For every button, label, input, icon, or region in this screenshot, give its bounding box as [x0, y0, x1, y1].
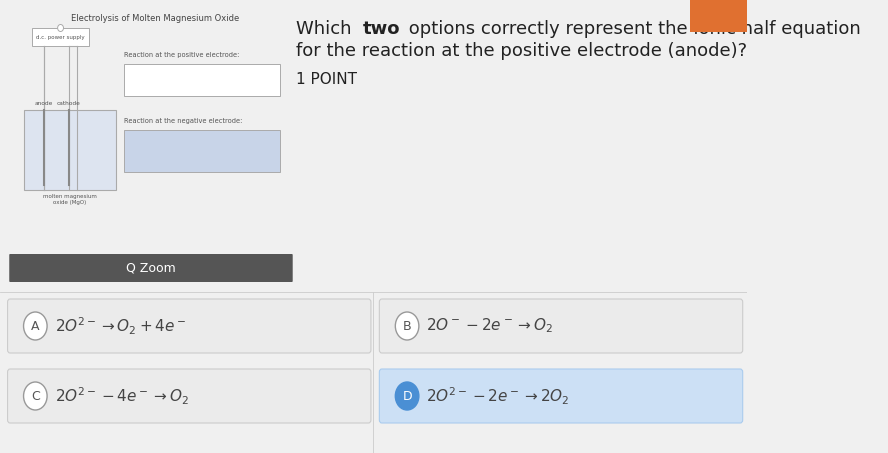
FancyBboxPatch shape	[690, 0, 747, 32]
Circle shape	[395, 382, 419, 410]
FancyBboxPatch shape	[24, 110, 116, 190]
Text: $2O^{2-} \rightarrow O_2 + 4e^-$: $2O^{2-} \rightarrow O_2 + 4e^-$	[55, 315, 186, 337]
Circle shape	[24, 312, 47, 340]
Text: C: C	[31, 390, 40, 403]
Text: Electrolysis of Molten Magnesium Oxide: Electrolysis of Molten Magnesium Oxide	[71, 14, 240, 23]
Circle shape	[24, 382, 47, 410]
Text: d.c. power supply: d.c. power supply	[36, 34, 85, 39]
FancyBboxPatch shape	[379, 299, 742, 353]
FancyBboxPatch shape	[8, 369, 371, 423]
Text: cathode: cathode	[57, 101, 81, 106]
Text: D: D	[402, 390, 412, 403]
Text: for the reaction at the positive electrode (anode)?: for the reaction at the positive electro…	[296, 42, 747, 60]
Text: B: B	[403, 319, 411, 333]
Text: Reaction at the negative electrode:: Reaction at the negative electrode:	[124, 118, 242, 124]
Text: Which: Which	[296, 20, 357, 38]
FancyBboxPatch shape	[9, 254, 293, 282]
Text: molten magnesium
oxide (MgO): molten magnesium oxide (MgO)	[43, 194, 97, 205]
Circle shape	[58, 24, 64, 32]
FancyBboxPatch shape	[8, 299, 371, 353]
Text: options correctly represent the ionic half equation: options correctly represent the ionic ha…	[403, 20, 861, 38]
FancyBboxPatch shape	[32, 28, 89, 46]
Circle shape	[395, 312, 419, 340]
Text: $2O^{2-} - 4e^- \rightarrow O_2$: $2O^{2-} - 4e^- \rightarrow O_2$	[55, 386, 188, 407]
FancyBboxPatch shape	[379, 369, 742, 423]
Text: A: A	[31, 319, 40, 333]
Text: Reaction at the positive electrode:: Reaction at the positive electrode:	[124, 52, 240, 58]
Text: $2O^- - 2e^- \rightarrow O_2$: $2O^- - 2e^- \rightarrow O_2$	[426, 317, 553, 335]
Text: $2O^{2-} - 2e^- \rightarrow 2O_2$: $2O^{2-} - 2e^- \rightarrow 2O_2$	[426, 386, 570, 407]
FancyBboxPatch shape	[124, 130, 280, 172]
FancyBboxPatch shape	[124, 64, 280, 96]
Text: 1 POINT: 1 POINT	[296, 72, 357, 87]
Text: two: two	[362, 20, 400, 38]
Text: anode: anode	[35, 101, 53, 106]
Text: Q Zoom: Q Zoom	[126, 261, 176, 275]
